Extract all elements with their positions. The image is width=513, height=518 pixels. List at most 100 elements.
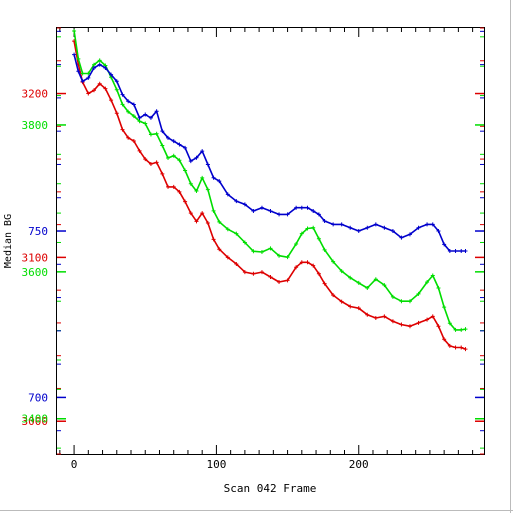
data-point xyxy=(311,263,316,268)
data-point xyxy=(407,299,412,304)
data-point xyxy=(316,212,321,217)
data-point xyxy=(442,337,447,342)
data-point xyxy=(322,281,327,286)
data-point xyxy=(205,220,210,225)
data-point xyxy=(356,280,361,285)
data-point xyxy=(382,283,387,288)
data-point xyxy=(407,232,412,237)
data-point xyxy=(436,324,441,329)
axis-ticks: 0 100 200 3200 3100 3000 3800 3600 3400 750 700 xyxy=(22,27,484,471)
data-point xyxy=(365,312,370,317)
data-point xyxy=(211,208,216,213)
data-point xyxy=(242,202,247,207)
data-point xyxy=(430,222,435,227)
data-point xyxy=(294,205,299,210)
data-point xyxy=(76,69,81,74)
data-point xyxy=(137,115,142,120)
data-point xyxy=(86,91,91,96)
data-point xyxy=(234,261,239,266)
data-point xyxy=(268,209,273,214)
data-point xyxy=(399,299,404,304)
data-point xyxy=(166,156,171,161)
data-point xyxy=(399,235,404,240)
series-line xyxy=(73,30,466,331)
data-point xyxy=(188,181,193,186)
data-point xyxy=(277,253,282,258)
data-point xyxy=(103,65,108,70)
y-tick-label: 3100 xyxy=(22,251,49,264)
data-point xyxy=(259,205,264,210)
data-point xyxy=(194,219,199,224)
data-point xyxy=(311,225,316,230)
data-point xyxy=(114,111,119,116)
data-point xyxy=(373,316,378,321)
data-point xyxy=(177,158,182,163)
data-point xyxy=(436,286,441,291)
data-point xyxy=(251,271,256,276)
data-point xyxy=(373,277,378,282)
data-point xyxy=(200,211,205,216)
y-axis-label: Median BG xyxy=(3,214,14,268)
data-point xyxy=(225,192,230,197)
data-point xyxy=(103,86,108,91)
data-point xyxy=(131,139,136,144)
data-point xyxy=(277,212,282,217)
data-point xyxy=(463,347,468,352)
data-point xyxy=(109,72,114,77)
data-point xyxy=(242,270,247,275)
data-point xyxy=(120,127,125,132)
data-point xyxy=(120,92,125,97)
data-point xyxy=(316,236,321,241)
data-point xyxy=(72,52,77,57)
data-point xyxy=(382,225,387,230)
x-tick-label: 200 xyxy=(349,458,369,471)
data-point xyxy=(86,75,91,80)
data-point xyxy=(356,229,361,234)
data-point xyxy=(407,324,412,329)
data-point xyxy=(305,226,310,231)
data-point xyxy=(126,135,131,140)
data-point xyxy=(390,229,395,234)
x-tick-label: 100 xyxy=(206,458,226,471)
data-point xyxy=(242,240,247,245)
series-points xyxy=(72,28,468,332)
data-point xyxy=(459,248,464,253)
data-point xyxy=(365,225,370,230)
data-point xyxy=(92,65,97,70)
data-point xyxy=(211,237,216,242)
data-point xyxy=(436,229,441,234)
data-point xyxy=(285,278,290,283)
data-point xyxy=(171,184,176,189)
data-point xyxy=(177,142,182,147)
data-point xyxy=(217,179,222,184)
data-point xyxy=(76,56,81,61)
data-point xyxy=(97,62,102,67)
data-point xyxy=(430,314,435,319)
data-point xyxy=(154,109,159,114)
y-tick-label: 3000 xyxy=(22,415,49,428)
data-point xyxy=(268,246,273,251)
data-point xyxy=(143,121,148,126)
data-point xyxy=(299,205,304,210)
data-point xyxy=(294,241,299,246)
data-point xyxy=(131,102,136,107)
data-point xyxy=(166,184,171,189)
data-point xyxy=(259,250,264,255)
data-point xyxy=(143,157,148,162)
data-point xyxy=(148,115,153,120)
data-point xyxy=(171,153,176,158)
y-tick-label: 3600 xyxy=(22,266,49,279)
data-point xyxy=(114,79,119,84)
data-point xyxy=(331,259,336,264)
data-point xyxy=(86,71,91,76)
data-point xyxy=(72,28,77,33)
data-point xyxy=(137,148,142,153)
data-point xyxy=(339,299,344,304)
data-point xyxy=(225,255,230,260)
data-point xyxy=(120,102,125,107)
y-tick-label: 750 xyxy=(28,225,48,238)
series-points xyxy=(72,52,468,253)
data-point xyxy=(425,280,430,285)
